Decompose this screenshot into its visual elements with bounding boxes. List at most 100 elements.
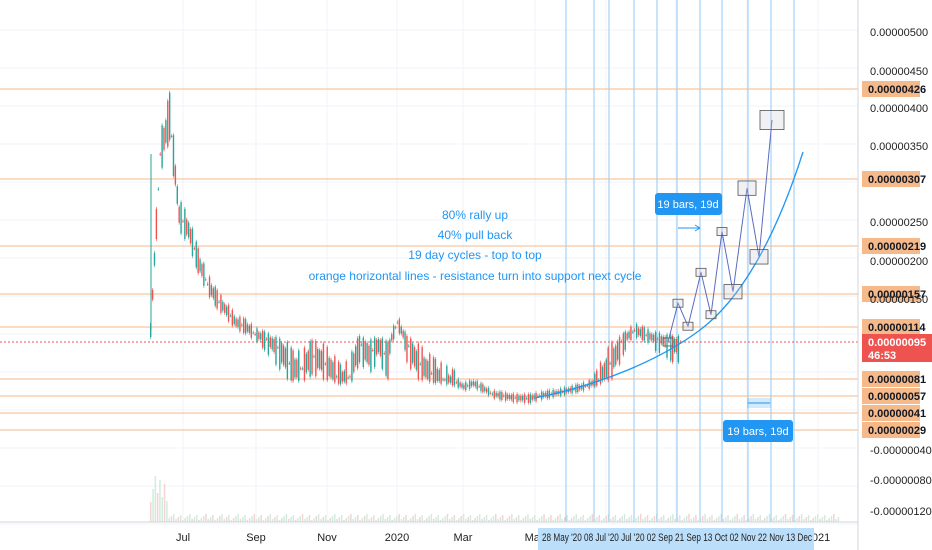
volume-bar — [720, 514, 722, 522]
volume-bar — [354, 517, 357, 522]
candle — [504, 392, 507, 401]
volume-bar — [520, 520, 522, 522]
volume-bar — [490, 518, 492, 522]
volume-bar — [817, 514, 819, 522]
candle — [364, 341, 366, 360]
candle — [345, 361, 347, 384]
candle — [653, 334, 655, 342]
volume-bar — [267, 516, 269, 522]
candle — [603, 363, 606, 380]
resistance-tag-label: 0.00000157 — [868, 289, 926, 301]
candle — [491, 393, 494, 395]
volume-bar — [460, 516, 462, 522]
candle — [436, 368, 439, 381]
volume-bar — [764, 518, 766, 522]
volume-bar — [407, 520, 410, 522]
volume-bar — [481, 519, 483, 522]
candle — [546, 390, 549, 399]
candle — [332, 362, 334, 380]
volume-bar — [561, 519, 564, 522]
candle — [480, 383, 482, 392]
volume-bar — [704, 514, 706, 522]
volume-bar — [573, 516, 575, 522]
candle — [347, 377, 349, 379]
volume-bar — [635, 518, 637, 522]
candle — [410, 338, 412, 369]
volume-bar — [414, 514, 416, 522]
candle — [442, 379, 444, 381]
resistance-tag-label: 0.00000426 — [868, 84, 926, 96]
volume-bar — [324, 515, 327, 522]
candle — [233, 316, 235, 324]
volume-bar — [674, 519, 676, 522]
volume-bar — [186, 516, 189, 522]
volume-bar — [584, 520, 587, 522]
candle — [206, 283, 209, 285]
candle — [440, 362, 442, 384]
candle — [309, 341, 311, 377]
candle — [584, 385, 587, 387]
volume-bar — [697, 520, 699, 522]
volume-bar — [265, 518, 267, 522]
countdown-label: 46:53 — [868, 350, 896, 362]
volume-bar — [423, 520, 426, 522]
candle — [208, 276, 211, 298]
volume-bar — [173, 514, 175, 522]
candle — [478, 386, 480, 388]
candle — [263, 331, 266, 350]
volume-bar — [283, 516, 285, 522]
candle — [299, 368, 302, 370]
volume-bar — [382, 514, 384, 522]
volume-bar — [660, 517, 663, 522]
volume-bar — [605, 516, 607, 522]
volume-bar — [449, 519, 451, 522]
candle — [400, 326, 402, 334]
candle — [495, 392, 497, 397]
volume-bar — [228, 515, 230, 522]
candle — [237, 319, 239, 327]
candle — [489, 392, 492, 394]
volume-bar — [391, 520, 393, 522]
candle — [246, 324, 249, 332]
resistance-tag — [862, 405, 920, 421]
projection-box — [759, 110, 785, 131]
candle — [187, 222, 190, 238]
resistance-tag-label: 0.00000029 — [868, 425, 926, 437]
candle — [423, 357, 425, 376]
volume-bar — [621, 516, 623, 522]
volume-bar — [377, 518, 380, 522]
candle — [527, 394, 530, 403]
candle — [256, 328, 258, 342]
volume-bar — [476, 516, 479, 522]
candle — [326, 347, 328, 381]
volume-bar — [497, 519, 499, 522]
volume-bar — [311, 520, 313, 522]
volume-bar — [685, 516, 688, 522]
candle — [355, 346, 357, 366]
volume-bar — [513, 519, 515, 522]
candle — [499, 391, 501, 400]
candle — [343, 370, 346, 382]
volume-bar — [819, 519, 821, 522]
volume-bar — [511, 514, 513, 522]
resistance-tag-label: 0.00000307 — [868, 174, 926, 186]
volume-bar — [552, 520, 554, 522]
volume-bar — [823, 515, 826, 522]
volume-bar — [738, 519, 741, 522]
volume-bar — [262, 520, 265, 522]
volume-bar — [531, 517, 534, 522]
candle — [189, 229, 192, 244]
candle — [366, 342, 368, 363]
annotation-text: 19 day cycles - top to top — [408, 248, 542, 262]
volume-bar — [598, 515, 600, 522]
volume-bar — [437, 515, 439, 522]
candle — [212, 288, 215, 299]
candle — [444, 379, 446, 381]
projection-box — [716, 227, 728, 236]
candle — [679, 342, 681, 343]
volume-bar — [814, 516, 817, 522]
candle — [632, 331, 634, 333]
volume-bar — [580, 517, 582, 522]
volume-bar — [713, 520, 715, 522]
